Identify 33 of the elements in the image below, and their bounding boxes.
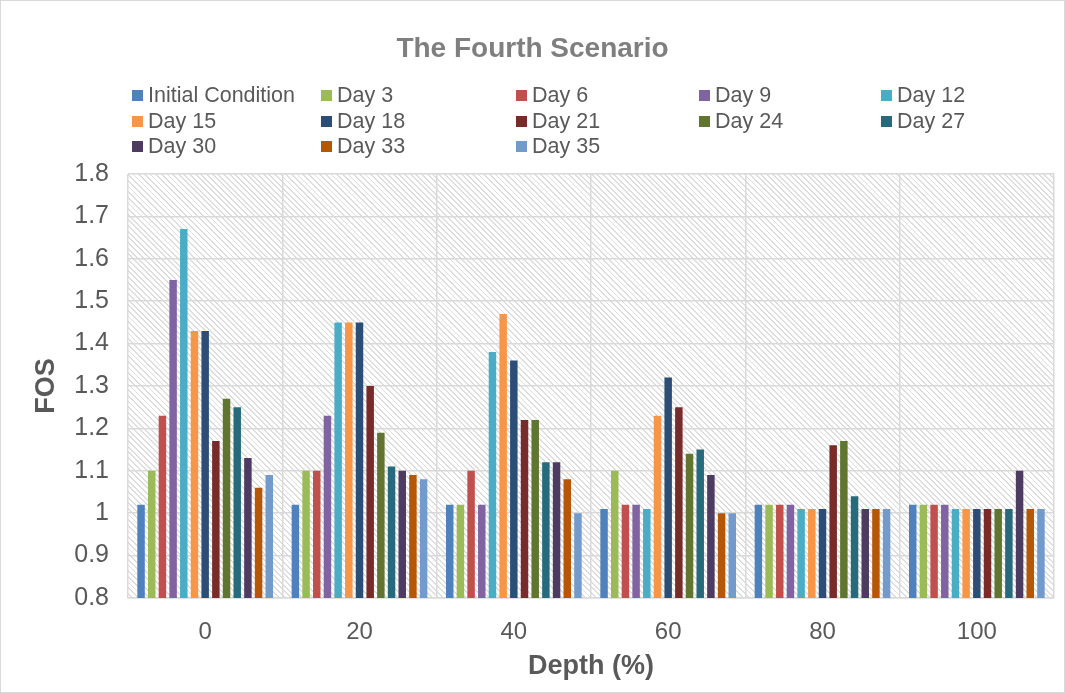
chart-title: The Fourth Scenario	[395, 32, 670, 64]
y-tick-label: 1.5	[74, 285, 109, 314]
legend-label: Day 35	[532, 134, 601, 160]
y-tick-label: 1.3	[74, 369, 109, 398]
legend-label: Day 21	[532, 108, 601, 134]
legend-label: Day 3	[337, 83, 394, 109]
x-tick-label: 0	[198, 617, 212, 645]
legend-label: Day 9	[715, 83, 772, 109]
x-tick-label: 20	[346, 617, 373, 645]
y-axis-title: FOS	[29, 358, 60, 414]
y-tick-label: 1.4	[74, 327, 110, 356]
x-axis-title: Depth (%)	[528, 650, 654, 681]
legend-label: Day 27	[897, 108, 966, 134]
x-tick-label: 100	[956, 617, 997, 645]
legend-label: Day 15	[148, 108, 217, 134]
legend-label: Day 18	[337, 108, 406, 134]
y-tick-label: 1.8	[74, 157, 109, 186]
legend-label: Day 24	[715, 108, 784, 134]
legend-label: Day 6	[532, 83, 589, 109]
legend-label: Day 33	[337, 134, 406, 160]
legend-label: Day 12	[897, 83, 966, 109]
y-tick-label: 1.6	[74, 242, 109, 271]
y-tick-label: 1.2	[74, 412, 109, 441]
y-tick-label: 1.1	[74, 454, 109, 483]
x-tick-label: 40	[500, 617, 528, 645]
y-tick-label: 1	[95, 497, 109, 526]
x-tick-label: 60	[654, 617, 682, 645]
legend-label: Day 30	[148, 134, 217, 160]
y-tick-label: 0.9	[74, 539, 109, 568]
y-tick-label: 0.8	[74, 581, 109, 610]
x-tick-label: 80	[809, 617, 836, 645]
legend-label: Initial Condition	[148, 83, 296, 109]
y-tick-label: 1.7	[74, 200, 109, 229]
